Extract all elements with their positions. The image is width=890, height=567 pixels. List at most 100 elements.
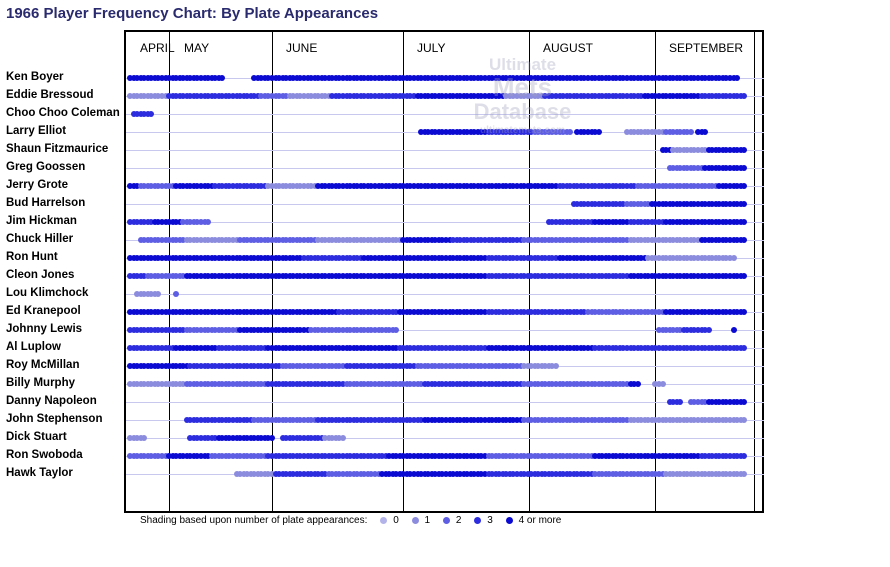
game-dot — [570, 255, 577, 261]
game-dot — [726, 237, 733, 243]
game-dot — [478, 129, 485, 135]
game-dot — [581, 309, 588, 315]
game-dot — [737, 309, 744, 315]
game-dot — [702, 219, 709, 225]
game-dot — [439, 93, 446, 99]
game-dot — [166, 219, 173, 225]
game-dot — [460, 183, 467, 189]
game-dot — [734, 93, 741, 99]
game-dot — [187, 363, 194, 369]
game-dot — [624, 201, 630, 207]
game-dot — [588, 381, 595, 387]
game-dot — [542, 345, 549, 351]
game-dot — [144, 93, 151, 99]
game-dot — [411, 237, 417, 243]
game-dot — [457, 129, 464, 135]
player-name: Chuck Hiller — [6, 233, 74, 245]
game-dot — [283, 93, 290, 99]
game-dot — [141, 327, 148, 333]
game-dot — [137, 291, 144, 297]
game-dot — [638, 201, 645, 207]
game-dot — [432, 255, 439, 261]
game-dot — [375, 75, 382, 81]
game-dot — [439, 255, 446, 261]
game-dot — [624, 345, 630, 351]
game-dot — [212, 363, 219, 369]
game-dot — [205, 93, 212, 99]
game-dot — [283, 273, 290, 279]
game-dot — [329, 309, 336, 315]
game-dot — [180, 237, 187, 243]
game-dot — [485, 129, 492, 135]
game-dot — [627, 75, 634, 81]
game-dot — [584, 93, 591, 99]
game-dot — [244, 237, 251, 243]
game-dot — [524, 183, 531, 189]
game-dot — [212, 345, 219, 351]
game-dot — [492, 309, 499, 315]
game-dot — [627, 219, 634, 225]
game-dot — [166, 237, 173, 243]
game-dot — [574, 237, 581, 243]
game-dot — [364, 345, 371, 351]
game-dot — [716, 201, 723, 207]
game-dot — [510, 345, 517, 351]
game-dot — [631, 219, 638, 225]
game-dot — [655, 237, 662, 243]
game-dot — [279, 273, 286, 279]
game-dot — [695, 327, 701, 333]
game-dot — [371, 183, 378, 189]
game-dot — [531, 345, 538, 351]
game-dot — [528, 381, 535, 387]
game-dot — [336, 255, 343, 261]
game-dot — [229, 273, 236, 279]
game-dot — [386, 345, 393, 351]
game-dot — [222, 309, 229, 315]
game-dot — [233, 309, 240, 315]
game-dot — [357, 75, 364, 81]
game-dot — [609, 75, 616, 81]
game-dot — [577, 309, 584, 315]
game-dot — [489, 129, 496, 135]
game-dot — [340, 435, 346, 441]
game-dot — [176, 255, 183, 261]
game-dot — [340, 255, 346, 261]
game-dot — [613, 255, 620, 261]
game-dot — [588, 183, 595, 189]
game-dot — [584, 183, 591, 189]
game-dot — [169, 75, 176, 81]
game-dot — [652, 219, 659, 225]
game-dot — [655, 255, 662, 261]
legend-swatch-2 — [442, 516, 450, 524]
game-dot — [496, 345, 503, 351]
game-dot — [222, 363, 229, 369]
game-dot — [261, 93, 268, 99]
game-dot — [606, 381, 613, 387]
game-dot — [151, 237, 158, 243]
game-dot — [684, 201, 691, 207]
game-dot — [240, 309, 247, 315]
game-dot — [340, 363, 346, 369]
game-dot — [208, 255, 215, 261]
game-dot — [442, 183, 449, 189]
game-dot — [577, 381, 584, 387]
game-dot — [450, 237, 457, 243]
game-dot — [425, 129, 432, 135]
game-dot — [183, 183, 190, 189]
game-dot — [187, 219, 194, 225]
game-dot — [655, 219, 662, 225]
game-dot — [680, 327, 687, 333]
game-dot — [513, 309, 520, 315]
game-dot — [343, 363, 350, 369]
game-dot — [705, 219, 712, 225]
game-dot — [368, 309, 375, 315]
game-dot — [503, 363, 510, 369]
game-dot — [329, 93, 336, 99]
game-dot — [705, 399, 712, 405]
game-dot — [244, 255, 251, 261]
game-dot — [712, 345, 719, 351]
game-dot — [634, 183, 641, 189]
game-dot — [265, 237, 272, 243]
game-dot — [375, 183, 382, 189]
game-dot — [663, 201, 670, 207]
